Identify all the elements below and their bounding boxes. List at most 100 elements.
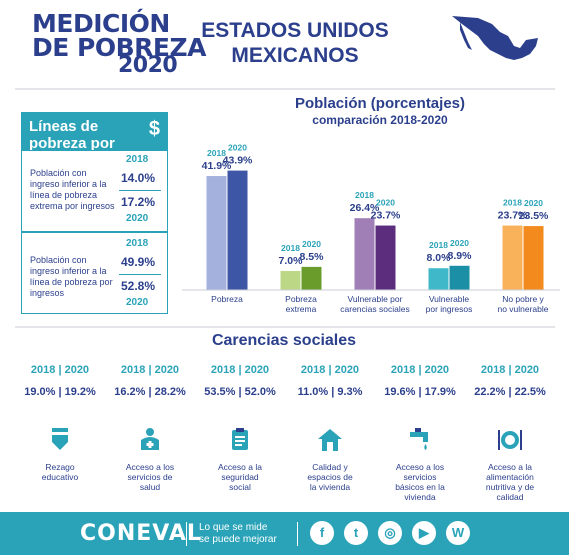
pencil-icon bbox=[52, 428, 68, 450]
bar-2018 bbox=[206, 176, 227, 290]
bar-value-label: 23.5% bbox=[519, 210, 549, 222]
income-row-separator bbox=[119, 274, 161, 275]
income-row-year-2018: 2018 bbox=[126, 154, 149, 165]
carencia-label: Acceso a los servicios básicos en la vivien… bbox=[379, 462, 461, 502]
carencia-label-line: básicos en la bbox=[395, 482, 445, 492]
bar-value-label: 8.9% bbox=[448, 250, 473, 262]
twitter-icon[interactable]: t bbox=[344, 521, 368, 545]
carencia-item: 2018 | 2020 11.0% | 9.3% Calidad y espacios… bbox=[285, 360, 375, 510]
carencia-label-line: la vivienda bbox=[309, 482, 351, 492]
carencia-label: Acceso a la alimentación nutritiva y de cal… bbox=[469, 462, 551, 502]
chart-subtitle: comparación 2018-2020 bbox=[312, 113, 448, 127]
bar-year-label: 2018 bbox=[281, 243, 300, 253]
carencias-title: Carencias sociales bbox=[211, 332, 357, 349]
income-row-year-2020: 2020 bbox=[126, 297, 149, 308]
chart-title: Población (porcentajes) bbox=[294, 95, 466, 112]
youtube-icon[interactable]: ▶ bbox=[412, 521, 436, 545]
coneval-logo: CONEVAL bbox=[80, 521, 202, 546]
bar-value-label: 23.7% bbox=[498, 210, 528, 222]
carencia-label-line: salud bbox=[139, 482, 161, 492]
carencia-label: Calidad y espacios de la vivienda bbox=[289, 462, 371, 492]
category-label: extrema bbox=[286, 304, 317, 314]
bar-value-label: 23.7% bbox=[371, 210, 401, 222]
bar-2020 bbox=[523, 226, 544, 290]
category-label: Pobreza bbox=[211, 294, 243, 304]
instagram-icon[interactable]: ◎ bbox=[378, 521, 402, 545]
bar-value-label: 41.9% bbox=[202, 160, 232, 172]
carencia-values: 22.2% | 22.5% bbox=[474, 386, 546, 398]
carencia-years: 2018 | 2020 bbox=[480, 364, 540, 376]
bar-year-label: 2020 bbox=[376, 198, 395, 208]
income-row-desc: Población con ingreso inferior a la líne… bbox=[30, 255, 113, 298]
category-label: no vulnerable bbox=[497, 304, 548, 314]
country-title-line1: ESTADOS UNIDOS bbox=[201, 19, 389, 42]
category-label: No pobre y bbox=[502, 294, 544, 304]
income-row-value-2020: 17.2% bbox=[121, 195, 156, 209]
bar-value-label: 7.0% bbox=[279, 255, 304, 267]
logo-line-2: DE POBREZA bbox=[32, 33, 206, 62]
footer: CONEVAL Lo que se mide se puede mejorar … bbox=[0, 512, 569, 555]
medical-staff-icon bbox=[141, 428, 159, 450]
carencia-label-line: Acceso a los bbox=[395, 462, 445, 472]
category-label: Vulnerable bbox=[429, 294, 470, 304]
carencia-values: 53.5% | 52.0% bbox=[204, 386, 276, 398]
bar-2018 bbox=[502, 225, 523, 290]
income-row-value-2020: 52.8% bbox=[121, 279, 156, 293]
carencia-label: Acceso a los servicios de salud bbox=[109, 462, 191, 492]
carencia-label-line: educativo bbox=[41, 472, 79, 482]
bar-2018 bbox=[280, 270, 301, 290]
carencia-label-line: Acceso a los bbox=[125, 462, 175, 472]
dollar-icon: $ bbox=[148, 118, 160, 140]
income-row-value-2018: 49.9% bbox=[121, 255, 156, 269]
footer-divider bbox=[186, 522, 187, 546]
carencias-divider bbox=[15, 326, 555, 328]
carencia-years: 2018 | 2020 bbox=[120, 364, 180, 376]
category-label: por ingresos bbox=[426, 304, 473, 314]
carencia-item: 2018 | 2020 16.2% | 28.2% Acceso a los serv… bbox=[105, 360, 195, 510]
carencia-values: 19.6% | 17.9% bbox=[384, 386, 456, 398]
carencia-years: 2018 | 2020 bbox=[300, 364, 360, 376]
facebook-icon[interactable]: f bbox=[310, 521, 334, 545]
bar-value-label: 8.5% bbox=[300, 251, 325, 263]
footer-tagline: Lo que se mide se puede mejorar bbox=[199, 522, 277, 546]
carencia-values: 16.2% | 28.2% bbox=[114, 386, 186, 398]
carencia-years: 2018 | 2020 bbox=[210, 364, 270, 376]
bar-2020 bbox=[375, 225, 396, 290]
bar-year-label: 2018 bbox=[429, 240, 448, 250]
country-title: ESTADOS UNIDOS MEXICANOS bbox=[200, 18, 390, 68]
income-row-year-2018: 2018 bbox=[126, 238, 149, 249]
footer-tagline-line1: Lo que se mide bbox=[199, 522, 268, 533]
faucet-icon bbox=[410, 428, 428, 450]
carencias-list: 2018 | 2020 19.0% | 19.2% Rezago educativo 2… bbox=[15, 360, 555, 510]
bar-2020 bbox=[227, 170, 248, 290]
footer-divider bbox=[297, 522, 298, 546]
bar-year-label: 2020 bbox=[228, 143, 247, 153]
bar-2018 bbox=[428, 268, 449, 290]
country-title-line2: MEXICANOS bbox=[231, 44, 359, 68]
carencia-item: 2018 | 2020 22.2% | 22.5% Acceso a la alime… bbox=[465, 360, 555, 510]
carencia-values: 11.0% | 9.3% bbox=[297, 386, 363, 398]
bar-value-label: 43.9% bbox=[223, 155, 253, 167]
carencia-label-line: calidad bbox=[496, 492, 524, 502]
carencia-label: Acceso a la seguridad social bbox=[199, 462, 281, 492]
bar-year-label: 2020 bbox=[302, 239, 321, 249]
category-label: Vulnerable por bbox=[348, 294, 403, 304]
wordpress-icon[interactable]: W bbox=[446, 521, 470, 545]
header: MEDICIÓN DE POBREZA 2020 ESTADOS UNIDOS … bbox=[0, 0, 569, 90]
population-bar-chart: 2018 41.9% 2020 43.9% Pobreza 2018 7.0% 2020 8.5… bbox=[182, 143, 560, 314]
carencia-label: Rezago educativo bbox=[19, 462, 101, 482]
carencia-label-line: servicios de bbox=[127, 472, 173, 482]
bar-value-label: 26.4% bbox=[350, 202, 380, 214]
house-icon bbox=[318, 429, 342, 451]
carencia-label-line: social bbox=[229, 482, 251, 492]
carencia-label-line: Acceso a la bbox=[488, 462, 532, 472]
bar-year-label: 2020 bbox=[524, 198, 543, 208]
carencia-item: 2018 | 2020 19.0% | 19.2% Rezago educativo bbox=[15, 360, 105, 510]
income-row-year-2020: 2020 bbox=[126, 213, 149, 224]
bar-year-label: 2018 bbox=[207, 148, 226, 158]
food-icon bbox=[498, 430, 522, 450]
bar-2020 bbox=[449, 265, 470, 290]
bar-value-label: 8.0% bbox=[427, 252, 452, 264]
carencia-label-line: seguridad bbox=[221, 472, 259, 482]
logo-line-1: MEDICIÓN bbox=[32, 9, 170, 38]
